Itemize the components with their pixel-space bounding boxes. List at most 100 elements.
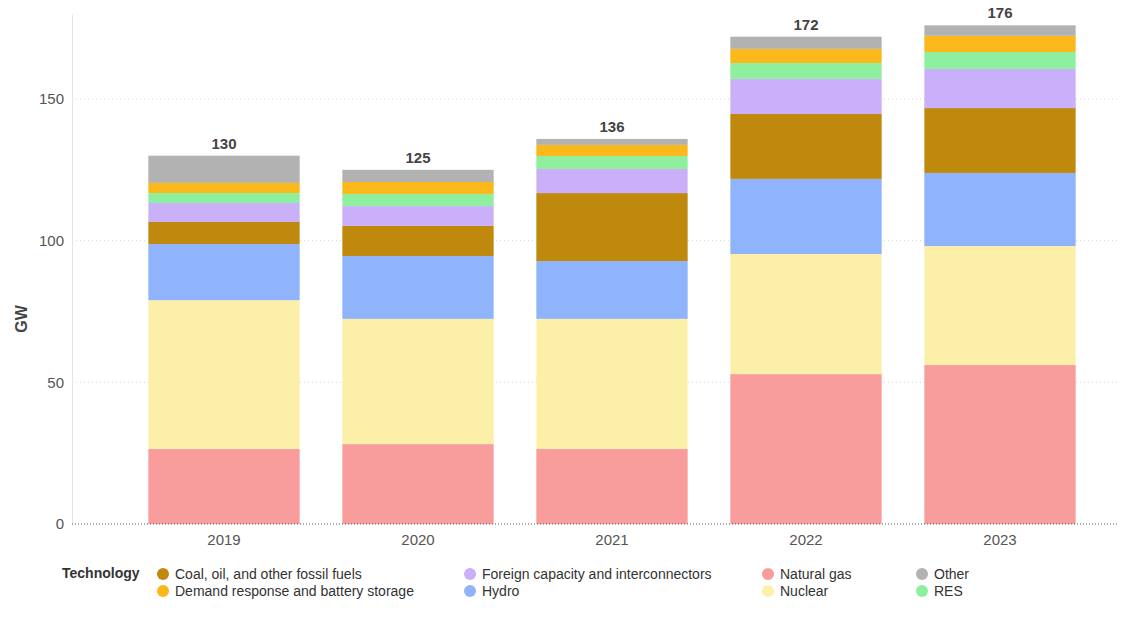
series-bars (148, 36, 1075, 194)
legend-swatch (464, 568, 476, 580)
legend-title: Technology (62, 565, 140, 581)
series-bars (148, 52, 1075, 206)
bar-segment (148, 449, 299, 524)
legend-item: Demand response and battery storage (157, 583, 414, 599)
bar-segment (342, 226, 493, 256)
legend-swatch (916, 568, 928, 580)
bar-segment (924, 108, 1075, 173)
legend-label: Foreign capacity and interconnectors (482, 566, 712, 582)
series-bars (148, 108, 1075, 261)
series-bars (148, 173, 1075, 319)
bar-segment (148, 183, 299, 193)
x-axis-line (72, 524, 1118, 525)
legend-swatch (916, 585, 928, 597)
legend-swatch (762, 585, 774, 597)
bar-segment (342, 319, 493, 444)
chart: 130 125 136 172 176 0 50 100 150 2019 2020 2021 2022… (0, 0, 1121, 630)
bar-segment (342, 182, 493, 194)
y-tick-label: 50 (47, 374, 64, 391)
bar-segment (536, 139, 687, 145)
total-label: 130 (211, 135, 236, 152)
legend-item: Foreign capacity and interconnectors (464, 566, 712, 582)
legend-label: Nuclear (780, 583, 829, 599)
x-tick: 2020 (401, 524, 434, 548)
legend-item: Natural gas (762, 566, 852, 582)
bar-segment (342, 194, 493, 206)
bar-segment (730, 114, 881, 179)
bar-segment (536, 261, 687, 319)
legend-label: Hydro (482, 583, 520, 599)
series-bars (148, 69, 1075, 226)
y-axis-title: GW (13, 304, 30, 332)
bar-segment (536, 156, 687, 169)
x-tick-label: 2021 (595, 531, 628, 548)
bar-segment (148, 244, 299, 300)
x-axis: 2019 2020 2021 2022 2023 (72, 524, 1118, 548)
x-tick-label: 2020 (401, 531, 434, 548)
bar-segment (924, 25, 1075, 35)
y-tick-label: 150 (39, 90, 64, 107)
legend-label: Natural gas (780, 566, 852, 582)
legend-label: Demand response and battery storage (175, 583, 414, 599)
legend-label: Other (934, 566, 969, 582)
legend-label: RES (934, 583, 963, 599)
bar-segment (924, 69, 1075, 108)
bar-segment (148, 156, 299, 183)
y-tick-label: 0 (56, 515, 64, 532)
bar-segment (924, 52, 1075, 69)
bars (148, 25, 1075, 524)
bar-segment (148, 203, 299, 222)
y-axis-line (72, 15, 73, 525)
legend-item: Hydro (464, 583, 520, 599)
total-label: 136 (599, 118, 624, 135)
legend-item: Other (916, 566, 969, 582)
total-label: 176 (987, 4, 1012, 21)
bar-segment (342, 444, 493, 524)
bar-segment (730, 179, 881, 254)
x-tick: 2023 (983, 524, 1016, 548)
y-tick-label: 100 (39, 232, 64, 249)
legend-item: Coal, oil, and other fossil fuels (157, 566, 362, 582)
total-labels: 130 125 136 172 176 (211, 4, 1012, 166)
legend-swatch (157, 585, 169, 597)
y-axis: 0 50 100 150 (39, 15, 73, 533)
legend: Technology Coal, oil, and other fossil fu… (62, 565, 969, 599)
bar-segment (730, 49, 881, 63)
bar-segment (342, 206, 493, 226)
bar-segment (536, 193, 687, 261)
y-tick: 0 (56, 515, 72, 532)
bar-segment (148, 222, 299, 244)
bar-segment (730, 79, 881, 114)
bar-segment (924, 173, 1075, 246)
bar-segment (730, 254, 881, 374)
bar-segment (342, 170, 493, 182)
x-tick: 2019 (207, 524, 240, 548)
bar-segment (924, 36, 1075, 52)
bar-segment (536, 449, 687, 524)
bar-segment (342, 256, 493, 319)
legend-swatch (464, 585, 476, 597)
legend-item: Nuclear (762, 583, 829, 599)
y-tick: 50 (47, 374, 72, 391)
bar-segment (148, 193, 299, 203)
total-label: 172 (793, 16, 818, 33)
legend-swatch (762, 568, 774, 580)
x-tick-label: 2023 (983, 531, 1016, 548)
bar-segment (924, 246, 1075, 365)
x-tick-label: 2019 (207, 531, 240, 548)
bar-segment (730, 37, 881, 49)
legend-item: RES (916, 583, 963, 599)
bar-segment (536, 169, 687, 193)
y-tick: 100 (39, 232, 72, 249)
bar-segment (730, 63, 881, 79)
x-tick: 2021 (595, 524, 628, 548)
series-bars (148, 25, 1075, 183)
y-tick: 150 (39, 90, 72, 107)
bar-segment (536, 145, 687, 156)
bar-segment (730, 374, 881, 524)
bar-segment (536, 319, 687, 449)
bar-segment (148, 300, 299, 449)
x-tick: 2022 (789, 524, 822, 548)
total-label: 125 (405, 149, 430, 166)
legend-swatch (157, 568, 169, 580)
